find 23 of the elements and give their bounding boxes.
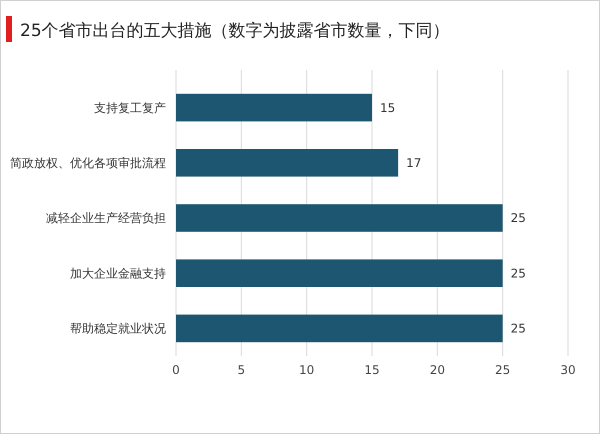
x-tick-label: 30 xyxy=(560,363,576,377)
data-label: 25 xyxy=(510,211,526,226)
x-tick-label: 0 xyxy=(172,363,180,377)
bar xyxy=(176,204,503,232)
x-tick-label: 25 xyxy=(495,363,510,377)
y-tick-label: 简政放权、优化各项审批流程 xyxy=(10,156,166,170)
x-tick-label: 10 xyxy=(299,363,314,377)
bar xyxy=(176,94,372,122)
y-tick-label: 加大企业金融支持 xyxy=(70,266,166,280)
x-tick-label: 15 xyxy=(364,363,380,377)
bar xyxy=(176,259,503,287)
bar xyxy=(176,149,398,177)
data-label: 25 xyxy=(510,322,526,336)
y-tick-label: 减轻企业生产经营负担 xyxy=(46,211,166,226)
y-tick-label: 支持复工复产 xyxy=(94,100,166,115)
data-label: 25 xyxy=(510,266,526,280)
data-label: 15 xyxy=(380,100,396,115)
x-tick-label: 5 xyxy=(238,363,246,377)
y-tick-label: 帮助稳定就业状况 xyxy=(70,322,166,336)
chart-title: 25个省市出台的五大措施（数字为披露省市数量，下同） xyxy=(20,21,450,41)
x-tick-label: 20 xyxy=(430,363,445,377)
data-label: 17 xyxy=(406,156,422,170)
bar xyxy=(176,314,503,342)
